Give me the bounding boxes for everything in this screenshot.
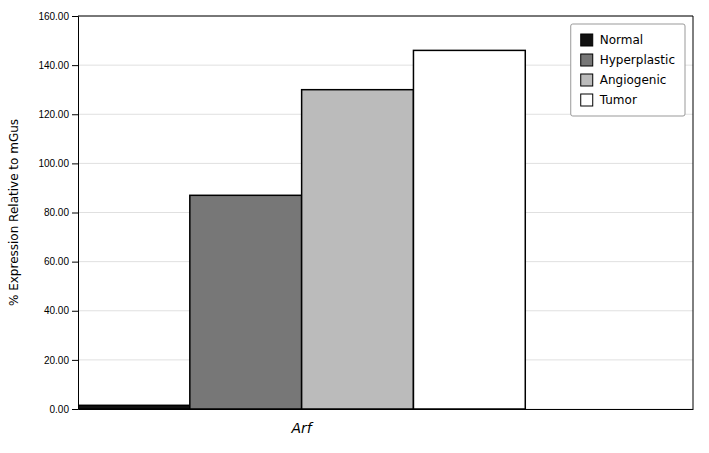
y-axis-line <box>72 17 79 410</box>
y-tick-mark <box>72 213 78 214</box>
bar <box>78 405 190 409</box>
y-tick: 120.00 <box>38 109 78 120</box>
y-tick-label: 160.00 <box>38 11 69 22</box>
y-tick-label: 20.00 <box>44 355 69 366</box>
legend-label: Hyperplastic <box>600 53 675 67</box>
grid <box>78 16 693 409</box>
y-tick: 80.00 <box>44 207 78 218</box>
plot: 0.00 20.00 40.00 60.00 80.00 100.00 120.00 140.… <box>7 11 694 436</box>
legend-swatch <box>581 74 593 86</box>
y-tick-mark <box>72 65 78 66</box>
bar <box>190 195 302 409</box>
bar <box>302 90 414 409</box>
y-tick-mark <box>72 114 78 115</box>
y-label: % Expression Relative to mGus <box>7 119 21 306</box>
legend-box <box>571 24 685 116</box>
y-axis: 0.00 20.00 40.00 60.00 80.00 100.00 120.00 140.… <box>38 11 78 415</box>
legend-swatch <box>581 54 593 66</box>
x-axis <box>79 409 694 410</box>
legend-swatch <box>581 94 593 106</box>
legend-label: Normal <box>600 33 643 47</box>
legend-item: Angiogenic <box>581 73 667 87</box>
y-tick-label: 100.00 <box>38 158 69 169</box>
y-tick-mark <box>72 409 78 410</box>
y-tick: 100.00 <box>38 158 78 169</box>
y-tick-mark <box>72 16 78 17</box>
legend-label: Angiogenic <box>600 73 667 87</box>
legend-item: Normal <box>581 33 643 47</box>
legend-label: Tumor <box>599 93 637 107</box>
x-label: Arf <box>291 420 314 436</box>
y-tick: 160.00 <box>38 11 78 22</box>
y-tick-label: 140.00 <box>38 60 69 71</box>
y-tick-mark <box>72 360 78 361</box>
y-tick-mark <box>72 311 78 312</box>
bar <box>413 50 525 409</box>
frame-right <box>693 16 694 409</box>
grid-line <box>78 16 693 17</box>
y-tick-label: 80.00 <box>44 207 69 218</box>
y-tick-mark <box>72 163 78 164</box>
frame-top <box>78 16 693 17</box>
legend: Normal Hyperplastic Angiogenic Tumor <box>571 24 685 116</box>
y-tick-label: 40.00 <box>44 305 69 316</box>
legend-swatch <box>581 34 593 46</box>
legend-item: Tumor <box>581 93 637 107</box>
y-tick: 0.00 <box>50 404 78 415</box>
bars <box>78 50 525 409</box>
y-tick-label: 60.00 <box>44 256 69 267</box>
y-tick: 60.00 <box>44 256 78 267</box>
y-tick-label: 0.00 <box>50 404 70 415</box>
chart: 0.00 20.00 40.00 60.00 80.00 100.00 120.00 140.… <box>0 0 709 453</box>
y-tick-mark <box>72 262 78 263</box>
x-axis-line <box>79 409 694 410</box>
y-tick-label: 120.00 <box>38 109 69 120</box>
legend-item: Hyperplastic <box>581 53 675 67</box>
y-tick: 40.00 <box>44 305 78 316</box>
y-tick: 20.00 <box>44 355 78 366</box>
y-tick: 140.00 <box>38 60 78 71</box>
